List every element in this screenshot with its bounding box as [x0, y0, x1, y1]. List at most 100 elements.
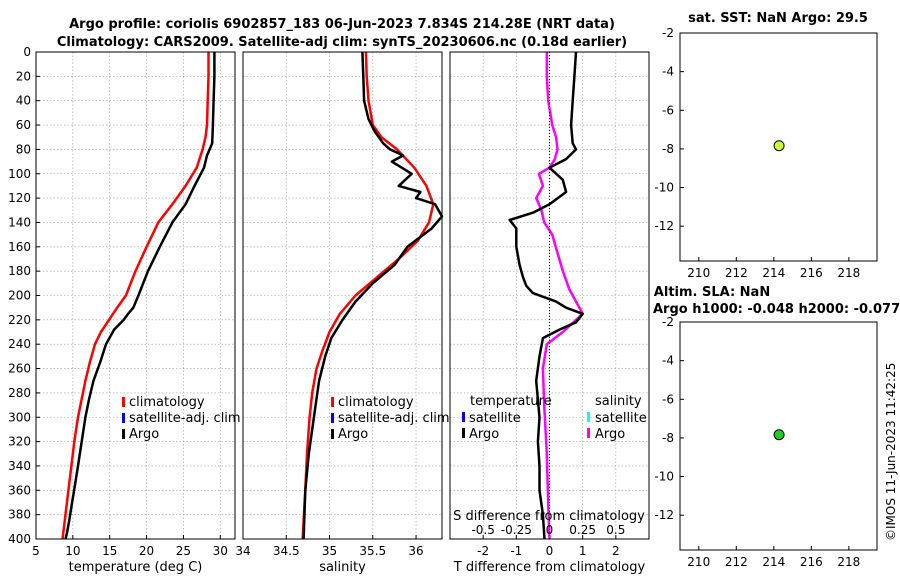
y-tick-label: -10 — [654, 181, 674, 195]
legend-climatology: climatology — [338, 395, 414, 410]
legend-climatology: climatology — [129, 395, 205, 410]
argo-location-marker — [773, 140, 785, 152]
x-tick-label: 34.5 — [273, 544, 300, 558]
y-tick-label: -2 — [662, 315, 674, 329]
series-salinity-argo — [534, 52, 584, 540]
x-tick-label: 36 — [408, 544, 423, 558]
y-tick-label: 200 — [8, 289, 31, 303]
salinity-panel: 34 34.5 35 35.5 36 salinity — [235, 51, 444, 575]
legend-swatch-temp-argo — [462, 428, 465, 438]
salinity-legend: climatology satellite-adj. clim Argo — [331, 395, 450, 442]
y-tick-label: 20 — [16, 69, 31, 83]
legend-swatch-argo — [331, 429, 334, 439]
y-tick-label: 400 — [8, 532, 31, 546]
y-tick-label: -12 — [654, 219, 674, 233]
y-tick-label: 0 — [23, 45, 31, 59]
series-temperature-argo — [508, 51, 584, 540]
x-tick-label: -2 — [477, 544, 489, 558]
y-tick-label: 240 — [8, 337, 31, 351]
title-line-1: Argo profile: coriolis 6902857_183 06-Ju… — [69, 17, 615, 32]
legend-argo: Argo — [338, 427, 368, 442]
difference-panel: -2 -1 0 1 2 T difference from climatology S di… — [449, 51, 650, 575]
x-tick-label: 35.5 — [359, 544, 386, 558]
y-tick-label: -4 — [662, 65, 674, 79]
y-tick-label: 120 — [8, 191, 31, 205]
sla-map-panel: -2 -4 -6 -8 -10 -12 210 212 214 216 218 Altim. SLA:… — [653, 285, 900, 569]
s-tick-label: 0 — [546, 523, 554, 537]
x-tick-label: 210 — [687, 266, 710, 280]
y-tick-label: 100 — [8, 167, 31, 181]
temperature-panel: 5 10 15 20 25 3002040608010012014016018020022… — [8, 45, 236, 575]
x-tick-label: 15 — [102, 544, 117, 558]
y-tick-label: -4 — [662, 354, 674, 368]
y-tick-label: 300 — [8, 410, 31, 424]
sla-title: Altim. SLA: NaN — [654, 285, 770, 300]
sla-subtitle: Argo h1000: -0.048 h2000: -0.077 — [653, 302, 900, 317]
x-tick-label: 218 — [837, 555, 860, 569]
s-tick-label: 0.25 — [569, 523, 596, 537]
x-tick-label: 30 — [213, 544, 228, 558]
legend-swatch-satellite-adj — [122, 413, 125, 423]
x-tick-label: 210 — [687, 555, 710, 569]
legend-swatch-satellite-adj — [331, 413, 334, 423]
y-tick-label: -12 — [654, 508, 674, 522]
y-tick-label: 80 — [16, 142, 31, 156]
series-argo — [64, 52, 216, 540]
x-axis-label: salinity — [319, 560, 366, 575]
y-tick-label: 280 — [8, 386, 31, 400]
y-tick-label: -6 — [662, 103, 674, 117]
x-tick-label: 218 — [837, 266, 860, 280]
y-tick-label: -10 — [654, 470, 674, 484]
legend-swatch-sal-argo — [587, 428, 590, 438]
y-tick-label: 60 — [16, 118, 31, 132]
x-tick-label: 212 — [725, 266, 748, 280]
y-tick-label: 260 — [8, 362, 31, 376]
legend-temp-argo: Argo — [469, 427, 499, 442]
s-tick-label: 0.5 — [606, 523, 625, 537]
legend-swatch-sal-satellite — [587, 412, 590, 422]
series-climatology — [61, 52, 210, 540]
x-tick-label: 10 — [65, 544, 80, 558]
x-tick-label: 2 — [612, 544, 620, 558]
x-tick-label: 216 — [800, 266, 823, 280]
y-tick-label: -8 — [662, 142, 674, 156]
map-frame — [679, 321, 878, 551]
x-tick-label: 214 — [762, 266, 785, 280]
series-climatology — [301, 51, 435, 540]
x-tick-label: 0 — [546, 544, 554, 558]
legend-swatch-climatology — [331, 397, 334, 407]
legend-sal-satellite: satellite — [595, 411, 647, 426]
sst-title: sat. SST: NaN Argo: 29.5 — [688, 11, 868, 26]
legend-satellite-adj: satellite-adj. clim — [129, 411, 241, 426]
x-axis-label: temperature (deg C) — [69, 560, 203, 575]
y-tick-label: 340 — [8, 459, 31, 473]
legend-sal-argo: Argo — [595, 427, 625, 442]
legend-swatch-climatology — [122, 397, 125, 407]
x-tick-label: -1 — [510, 544, 522, 558]
series-argo — [302, 51, 444, 540]
y-tick-label: 360 — [8, 483, 31, 497]
y-tick-label: -8 — [662, 431, 674, 445]
y-tick-label: 160 — [8, 240, 31, 254]
x-tick-label: 34 — [235, 544, 250, 558]
x-tick-label: 1 — [579, 544, 587, 558]
y-tick-label: -2 — [662, 26, 674, 40]
title-line-2: Climatology: CARS2009. Satellite-adj cli… — [57, 35, 627, 50]
legend-swatch-argo — [122, 429, 125, 439]
x-tick-label: 216 — [800, 555, 823, 569]
x-tick-label: 214 — [762, 555, 785, 569]
y-tick-label: -6 — [662, 392, 674, 406]
axes-frame — [242, 51, 443, 540]
x-tick-label: 25 — [176, 544, 191, 558]
sst-map-panel: -2 -4 -6 -8 -10 -12 210 212 214 216 218 sat. SST: N… — [654, 11, 878, 280]
axes-frame — [35, 51, 236, 540]
y-tick-label: 140 — [8, 215, 31, 229]
x-tick-label: 35 — [322, 544, 337, 558]
s-tick-label: -0.25 — [501, 523, 532, 537]
legend-satellite-adj: satellite-adj. clim — [338, 411, 450, 426]
x-tick-label: 5 — [32, 544, 40, 558]
s-tick-label: -0.5 — [471, 523, 494, 537]
x-tick-label: 20 — [139, 544, 154, 558]
argo-location-marker — [773, 429, 785, 441]
